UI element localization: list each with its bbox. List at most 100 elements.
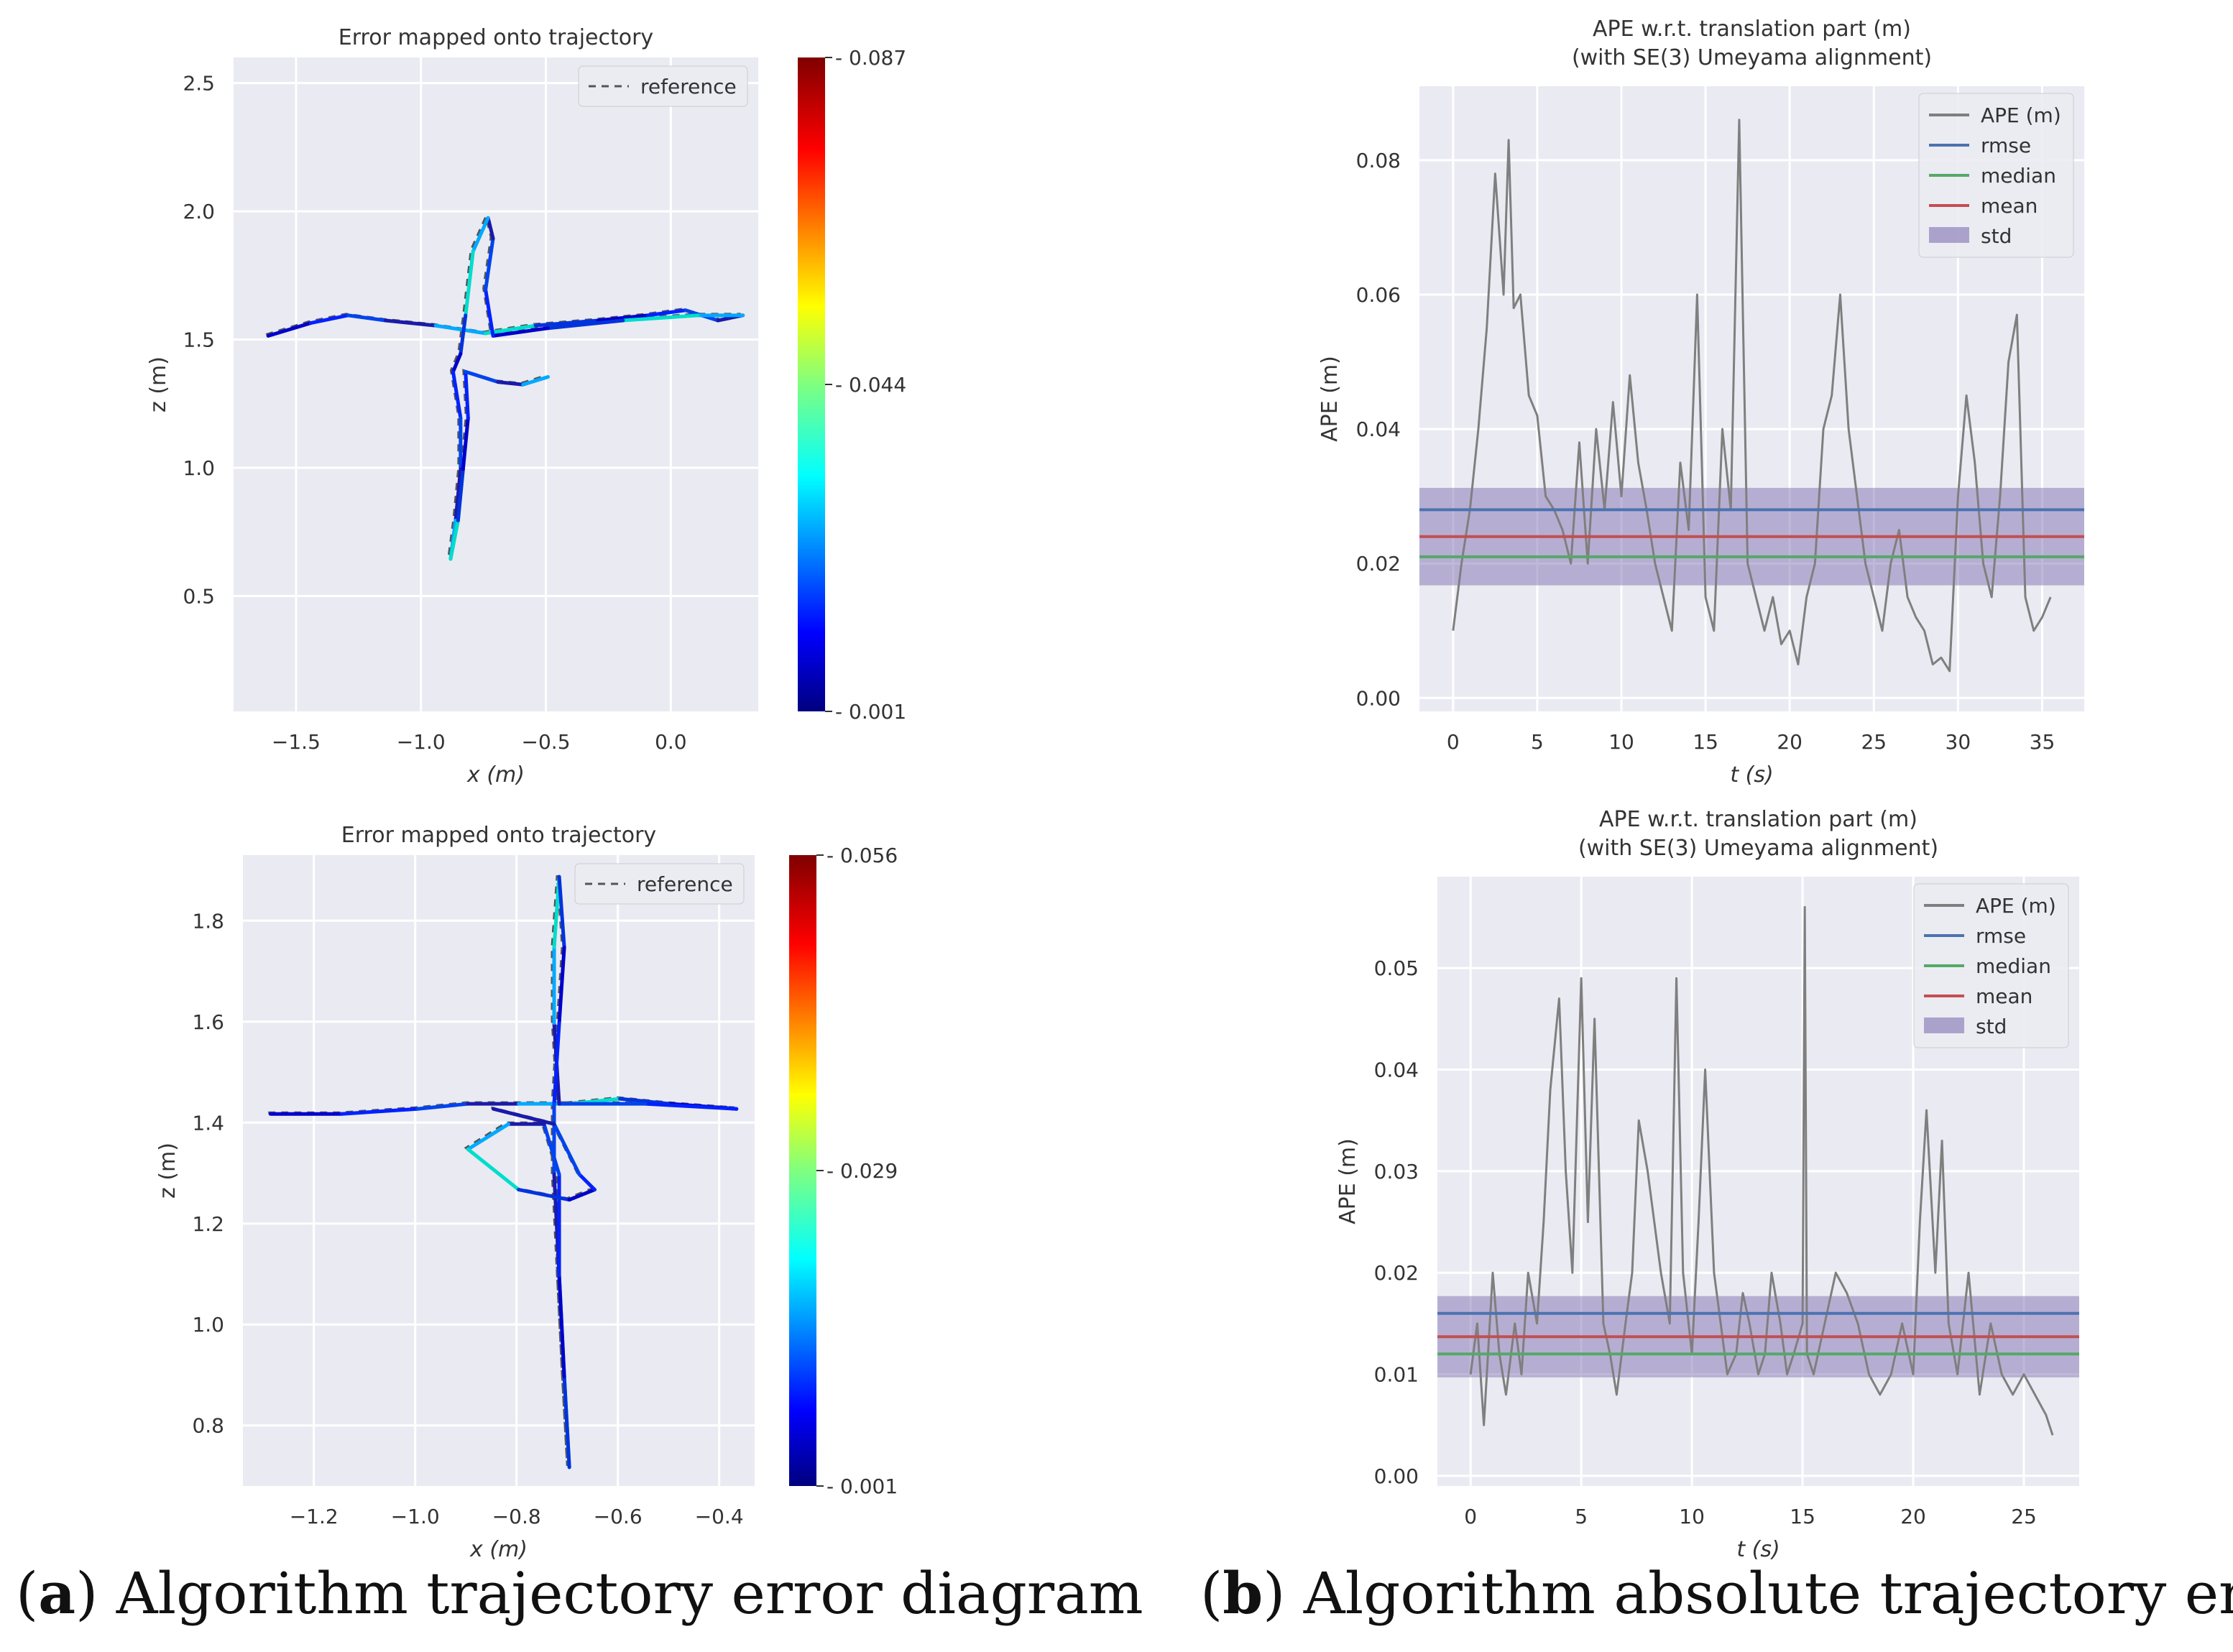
- ape-bottom-xtick-label: 0: [1464, 1505, 1477, 1528]
- ape-bottom-subtitle: (with SE(3) Umeyama alignment): [1578, 836, 1938, 861]
- ape-top-xtick-label: 5: [1531, 730, 1544, 754]
- traj-bottom-legend-box: [574, 863, 745, 905]
- traj-bottom-xtick-label: −0.4: [695, 1505, 744, 1528]
- ape-top-xlabel: t (s): [1730, 762, 1773, 788]
- ape-bottom-xtick-label: 25: [2011, 1505, 2037, 1528]
- traj-bottom-trajectory-segment: [567, 1188, 597, 1202]
- ape-top-ytick-label: 0.04: [1356, 417, 1401, 441]
- caption-a-close: ): [75, 1560, 98, 1627]
- traj-bottom-trajectory-segment: [552, 1122, 581, 1177]
- traj-bottom-plot-area: [243, 855, 755, 1486]
- traj-top-ytick-label: 1.0: [183, 456, 215, 480]
- traj-top-colorbar-label: - 0.001: [835, 700, 906, 724]
- ape-top-ylabel: APE (m): [1317, 356, 1343, 442]
- traj-top-xtick-label: −1.0: [397, 730, 446, 754]
- ape-top-ytick-label: 0.00: [1356, 686, 1401, 710]
- ape-bottom-legend-label: median: [1976, 954, 2051, 978]
- ape-bottom-ytick-label: 0.02: [1374, 1261, 1419, 1285]
- traj-top-trajectory-segment: [464, 369, 470, 420]
- traj-top-xlabel: x (m): [466, 762, 525, 788]
- ape-bottom-legend-label: std: [1976, 1015, 2007, 1038]
- ape-top-title: APE w.r.t. translation part (m): [1593, 17, 1911, 42]
- ape-bottom-ytick-label: 0.00: [1374, 1464, 1419, 1488]
- traj-top-trajectory-segment: [459, 313, 468, 356]
- ape-top-legend-swatch: [1929, 227, 1969, 243]
- traj-bottom-xtick-label: −0.6: [594, 1505, 643, 1528]
- ape-top-xtick-label: 15: [1693, 730, 1718, 754]
- traj-bottom-title: Error mapped onto trajectory: [341, 823, 656, 848]
- ape-top-legend-label: std: [1981, 224, 2012, 248]
- ape-bottom-title: APE w.r.t. translation part (m): [1599, 807, 1917, 832]
- traj-bottom-xtick-label: −1.2: [290, 1505, 339, 1528]
- traj-bottom-trajectory-segment: [491, 1107, 556, 1126]
- ape-bottom-legend-box: [1913, 883, 2069, 1048]
- caption-b-open: (: [1200, 1560, 1223, 1627]
- ape-bottom-xtick-label: 5: [1575, 1505, 1588, 1528]
- traj-bottom-legend-label: reference: [637, 872, 733, 896]
- ape-bottom-legend-label: rmse: [1976, 924, 2026, 948]
- traj-bottom-ylabel: z (m): [155, 1143, 180, 1199]
- traj-top-trajectory-segment: [496, 380, 525, 387]
- traj-top-trajectory-segment: [646, 308, 688, 318]
- traj-bottom-trajectory-segment: [552, 1021, 561, 1106]
- ape-bottom-xtick-label: 15: [1790, 1505, 1815, 1528]
- traj-top-trajectory-segment: [464, 249, 475, 318]
- traj-bottom-trajectory-segment: [466, 1122, 511, 1151]
- ape-top-ape-line: [1452, 119, 2052, 673]
- ape-top-xtick-label: 25: [1861, 730, 1887, 754]
- traj-bottom-trajectory-segment: [562, 1374, 571, 1469]
- traj-top-ytick-label: 2.5: [183, 72, 215, 96]
- traj-top-trajectory-segment: [451, 369, 463, 420]
- traj-bottom-xtick-label: −0.8: [492, 1505, 541, 1528]
- traj-top-trajectory-segment: [464, 369, 500, 384]
- traj-top-trajectory-segment: [596, 313, 650, 323]
- traj-bottom-colorbar-label: - 0.001: [827, 1475, 898, 1498]
- traj-top-colorbar-label: - 0.044: [835, 373, 906, 397]
- traj-bottom-ytick-label: 1.8: [192, 909, 224, 933]
- traj-bottom-colorbar-label: - 0.056: [827, 844, 898, 867]
- traj-top-trajectory-segment: [456, 467, 465, 522]
- traj-top-colorbar: [798, 57, 825, 711]
- caption-b: (b) Algorithm absolute trajectory error: [1200, 1559, 2233, 1627]
- traj-bottom-trajectory-segment: [517, 1188, 571, 1202]
- ape-bottom-ytick-label: 0.01: [1374, 1363, 1419, 1387]
- traj-top-trajectory-segment: [491, 326, 551, 338]
- traj-bottom-xtick-label: −1.0: [391, 1505, 440, 1528]
- traj-top-ytick-label: 2.0: [183, 200, 215, 223]
- traj-top-trajectory-segment: [453, 467, 463, 522]
- ape-top-xtick-label: 0: [1447, 730, 1460, 754]
- traj-top-ylabel: z (m): [146, 356, 171, 412]
- traj-top-title: Error mapped onto trajectory: [339, 25, 653, 50]
- traj-top-trajectory-segment: [308, 313, 350, 326]
- traj-bottom-trajectory-segment: [557, 945, 566, 1025]
- caption-a-letter: a: [38, 1559, 76, 1627]
- traj-bottom-trajectory-segment: [557, 1273, 566, 1378]
- ape-bottom-ytick-label: 0.04: [1374, 1058, 1419, 1082]
- traj-top-trajectory-segment: [533, 318, 600, 328]
- ape-top-ytick-label: 0.06: [1356, 283, 1401, 307]
- traj-top-trajectory-segment: [448, 518, 460, 561]
- traj-bottom-trajectory-segment: [557, 875, 566, 949]
- ape-top-legend-box: [1918, 93, 2074, 258]
- traj-top-trajectory-segment: [433, 323, 488, 336]
- traj-top-xtick-label: −0.5: [522, 730, 571, 754]
- traj-top-ytick-label: 1.5: [183, 328, 215, 352]
- ape-top-subtitle: (with SE(3) Umeyama alignment): [1572, 45, 1932, 70]
- traj-top-trajectory-segment: [346, 313, 388, 323]
- traj-top-legend-label: reference: [640, 75, 737, 98]
- traj-top-trajectory-segment: [621, 313, 700, 323]
- ape-top-xtick-label: 35: [2030, 730, 2055, 754]
- caption-a: (a) Algorithm trajectory error diagram: [16, 1559, 1143, 1627]
- traj-top-trajectory-segment: [546, 318, 625, 331]
- traj-top-xtick-label: −1.5: [272, 730, 321, 754]
- traj-bottom-colorbar: [789, 855, 816, 1486]
- traj-bottom-ytick-label: 1.2: [192, 1212, 224, 1236]
- ape-bottom-legend-label: APE (m): [1976, 894, 2056, 918]
- caption-a-text: Algorithm trajectory error diagram: [98, 1560, 1143, 1627]
- traj-bottom-xlabel: x (m): [469, 1537, 528, 1562]
- caption-a-open: (: [16, 1560, 39, 1627]
- traj-top-xtick-label: 0.0: [655, 730, 687, 754]
- ape-bottom-legend-label: mean: [1976, 984, 2032, 1008]
- traj-bottom-ytick-label: 1.0: [192, 1313, 224, 1337]
